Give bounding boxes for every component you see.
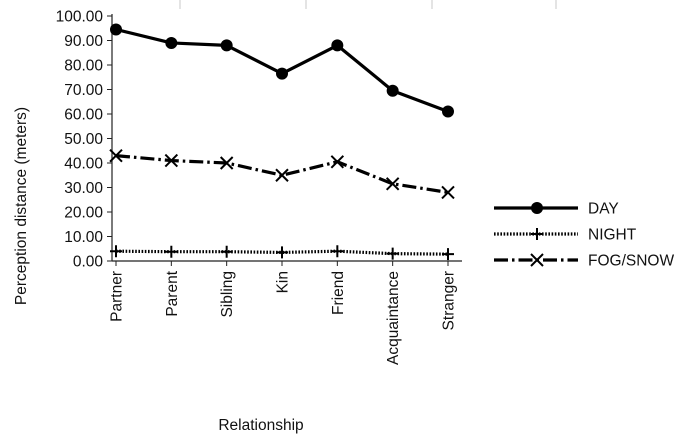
axes bbox=[107, 14, 462, 266]
data-point bbox=[110, 23, 122, 36]
x-tick-label: Friend bbox=[330, 271, 347, 315]
legend-label: NIGHT bbox=[588, 227, 637, 244]
data-point bbox=[385, 177, 400, 191]
data-point bbox=[165, 36, 178, 49]
y-tick-label: 50.00 bbox=[64, 131, 103, 148]
y-tick-label: 30.00 bbox=[64, 180, 103, 197]
x-tick-label: Kin bbox=[275, 271, 292, 293]
y-tick-label: 40.00 bbox=[64, 156, 103, 173]
y-axis-title: Perception distance (meters) bbox=[13, 107, 30, 305]
x-tick-label: Parent bbox=[164, 270, 181, 316]
legend-entry: DAY bbox=[494, 201, 619, 218]
y-tick-label: 70.00 bbox=[64, 82, 103, 99]
data-point bbox=[220, 245, 233, 258]
series-night bbox=[110, 245, 454, 261]
legend-marker bbox=[530, 253, 544, 267]
x-tick-label: Partner bbox=[109, 271, 126, 322]
data-point bbox=[164, 153, 179, 168]
y-tick-label: 0.00 bbox=[73, 254, 104, 271]
y-tick-label: 20.00 bbox=[64, 205, 103, 222]
data-point bbox=[330, 155, 345, 169]
data-point bbox=[220, 39, 233, 52]
data-point bbox=[442, 105, 454, 118]
data-point bbox=[442, 248, 454, 261]
y-tick-label: 60.00 bbox=[64, 107, 103, 124]
data-point bbox=[331, 245, 344, 258]
data-point bbox=[276, 246, 288, 259]
legend-label: DAY bbox=[588, 201, 619, 218]
data-point bbox=[386, 247, 399, 260]
y-tick-labels: 0.00 10.00 20.00 30.00 40.00 50.00 60.00 70.00 8… bbox=[56, 9, 104, 271]
x-tick-labels: Partner Parent Sibling Kin Friend Acquaintanc… bbox=[109, 270, 458, 365]
series-fog-snow bbox=[109, 148, 455, 200]
series-day bbox=[110, 23, 454, 118]
x-axis-title: Relationship bbox=[218, 417, 303, 434]
x-tick-label: Stranger bbox=[441, 271, 458, 330]
y-tick-label: 100.00 bbox=[56, 9, 104, 26]
legend-marker bbox=[531, 202, 543, 214]
x-tick-label: Acquaintance bbox=[385, 271, 402, 365]
data-point bbox=[219, 156, 234, 170]
legend-entry: NIGHT bbox=[494, 227, 637, 244]
data-point bbox=[386, 84, 399, 97]
data-point bbox=[275, 168, 289, 182]
legend-entry: FOG/SNOW bbox=[494, 253, 674, 270]
legend-marker bbox=[531, 228, 543, 240]
y-tick-label: 90.00 bbox=[64, 33, 103, 50]
y-tick-label: 10.00 bbox=[64, 229, 103, 246]
x-tick-label: Sibling bbox=[219, 271, 236, 318]
data-point bbox=[276, 67, 288, 80]
legend: DAY NIGHT FOG/SNOW bbox=[494, 201, 674, 270]
grid bbox=[179, 0, 557, 9]
series bbox=[109, 23, 455, 261]
legend-label: FOG/SNOW bbox=[588, 253, 674, 270]
data-point bbox=[441, 185, 455, 200]
data-point bbox=[165, 245, 178, 258]
data-point bbox=[110, 245, 122, 258]
data-point bbox=[109, 148, 123, 163]
y-tick-label: 80.00 bbox=[64, 58, 103, 75]
data-point bbox=[331, 39, 344, 52]
